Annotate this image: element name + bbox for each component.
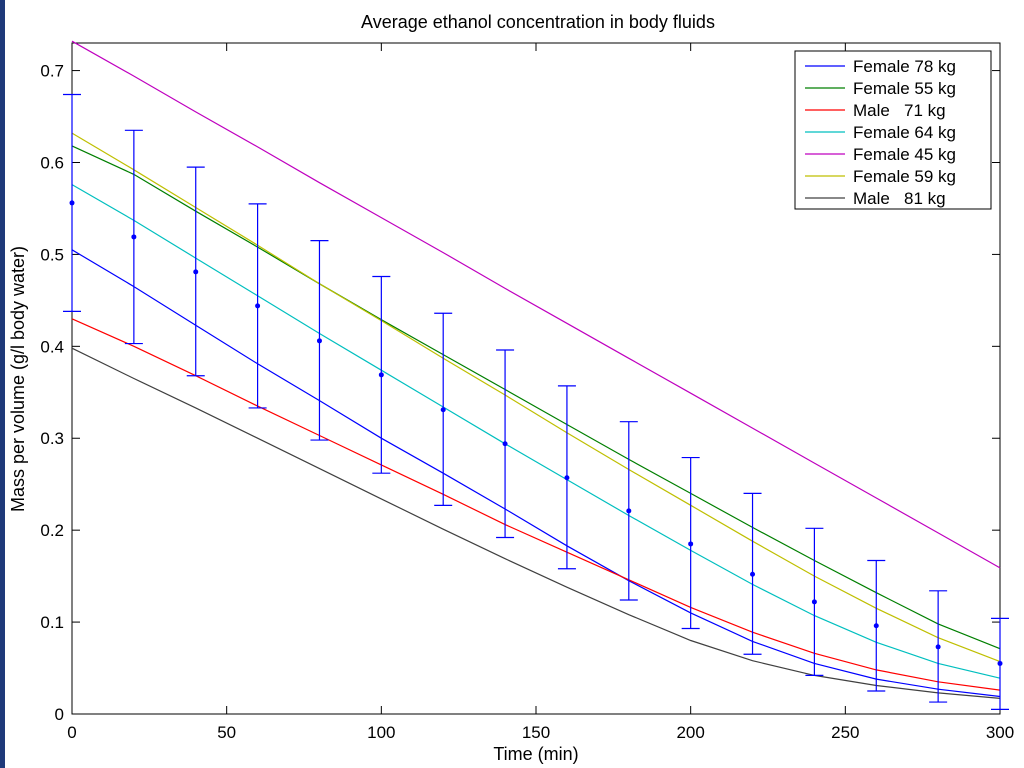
- mean-point: [378, 372, 384, 378]
- y-tick-label: 0.2: [40, 521, 64, 540]
- legend-label: Female 59 kg: [853, 167, 956, 186]
- series-line: [71, 318, 1001, 691]
- mean-point: [626, 508, 632, 514]
- y-tick-label: 0.7: [40, 62, 64, 81]
- error-bars: [63, 93, 1009, 711]
- legend-label: Male 81 kg: [853, 189, 946, 208]
- y-tick-label: 0: [55, 705, 64, 724]
- mean-point: [873, 623, 879, 629]
- y-tick-label: 0.1: [40, 613, 64, 632]
- x-axis-title: Time (min): [493, 744, 578, 764]
- legend-label: Female 55 kg: [853, 79, 956, 98]
- mean-point: [255, 303, 261, 309]
- mean-point: [316, 338, 322, 344]
- series-line: [71, 145, 1001, 650]
- x-tick-label: 0: [67, 723, 76, 742]
- mean-point: [69, 200, 75, 206]
- axis-ticks: 0 50 100 150 200 250 300 0 0.1 0.2 0.3 0.4 0.5 0.6 0.7: [40, 43, 1014, 742]
- chart-title: Average ethanol concentration in body fl…: [361, 12, 715, 32]
- mean-point: [131, 234, 137, 240]
- series-lines: [71, 40, 1001, 699]
- mean-point: [935, 644, 941, 650]
- legend-label: Female 64 kg: [853, 123, 956, 142]
- y-tick-label: 0.3: [40, 429, 64, 448]
- x-tick-label: 50: [217, 723, 236, 742]
- x-tick-label: 300: [986, 723, 1014, 742]
- mean-point: [688, 541, 694, 547]
- y-axis-title: Mass per volume (g/l body water): [8, 246, 28, 512]
- mean-point: [440, 407, 446, 413]
- series-line: [71, 40, 1001, 569]
- y-tick-label: 0.4: [40, 337, 64, 356]
- legend-label: Male 71 kg: [853, 101, 946, 120]
- mean-point: [750, 571, 756, 577]
- legend-label: Female 78 kg: [853, 57, 956, 76]
- y-tick-label: 0.5: [40, 245, 64, 264]
- legend-label: Female 45 kg: [853, 145, 956, 164]
- y-tick-label: 0.6: [40, 153, 64, 172]
- series-line: [71, 249, 1001, 698]
- x-tick-label: 150: [522, 723, 550, 742]
- x-tick-label: 250: [831, 723, 859, 742]
- legend: Female 78 kg Female 55 kg Male 71 kg Female…: [794, 50, 992, 210]
- mean-point: [193, 269, 199, 275]
- legend-box: [794, 50, 992, 210]
- mean-point: [811, 599, 817, 605]
- x-tick-label: 100: [367, 723, 395, 742]
- series-line: [71, 347, 1001, 699]
- mean-point: [997, 660, 1003, 666]
- series-line: [71, 184, 1001, 679]
- mean-point: [502, 441, 508, 447]
- mean-point: [564, 475, 570, 481]
- series-line: [71, 132, 1001, 663]
- x-tick-label: 200: [676, 723, 704, 742]
- slide-edge-strip: [0, 0, 5, 768]
